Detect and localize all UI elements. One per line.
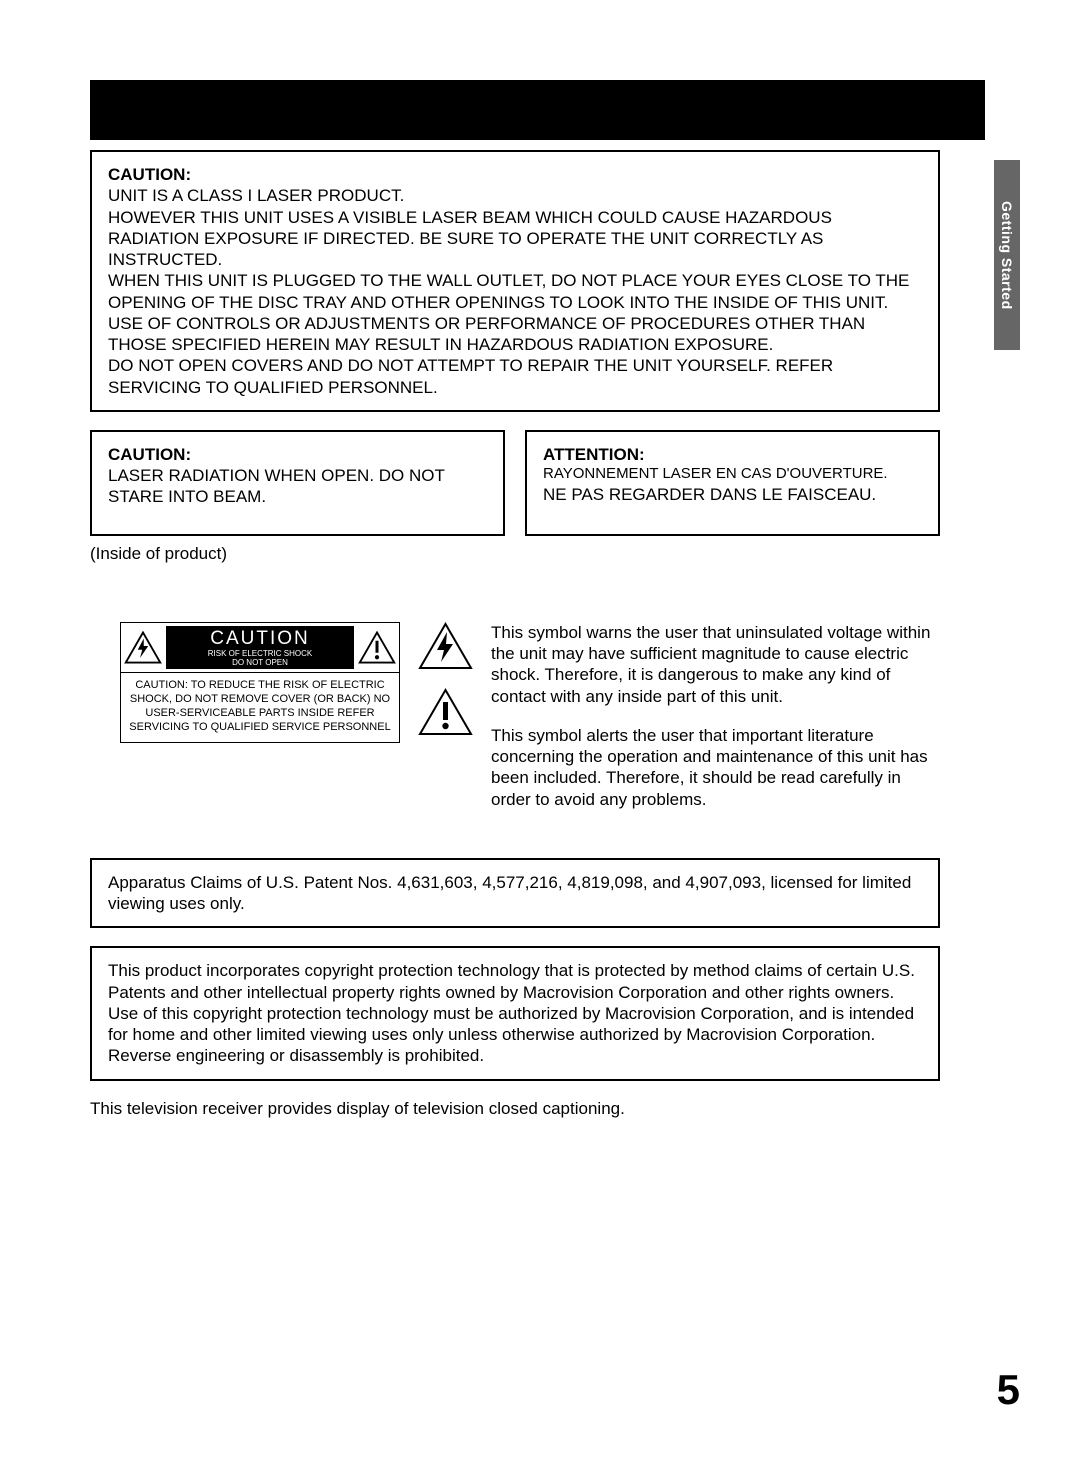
- caution-label-text: CAUTION: TO REDUCE THE RISK OF ELECTRIC …: [120, 673, 400, 743]
- caution-body-2: LASER RADIATION WHEN OPEN. DO NOT STARE …: [108, 465, 487, 508]
- warning-icons-column: [418, 622, 473, 828]
- patent-text: Apparatus Claims of U.S. Patent Nos. 4,6…: [108, 872, 922, 915]
- page-number: 5: [997, 1366, 1020, 1414]
- caution-label-title: CAUTION: [170, 628, 350, 650]
- bolt-triangle-icon-large: [418, 622, 473, 670]
- symbol-desc-1: This symbol warns the user that uninsula…: [491, 622, 940, 707]
- attention-line1: RAYONNEMENT LASER EN CAS D'OUVERTURE.: [543, 465, 922, 484]
- caution-line: DO NOT OPEN COVERS AND DO NOT ATTEMPT TO…: [108, 355, 922, 398]
- caution-label-box: CAUTION RISK OF ELECTRIC SHOCK DO NOT OP…: [120, 622, 400, 828]
- caution-line: WHEN THIS UNIT IS PLUGGED TO THE WALL OU…: [108, 270, 922, 313]
- exclaim-triangle-icon-large: [418, 688, 473, 736]
- attention-box: ATTENTION: RAYONNEMENT LASER EN CAS D'OU…: [525, 430, 940, 536]
- symbol-descriptions: This symbol warns the user that uninsula…: [491, 622, 940, 828]
- section-tab-label: Getting Started: [999, 201, 1015, 310]
- closing-line: This television receiver provides displa…: [90, 1099, 940, 1119]
- symbol-section: CAUTION RISK OF ELECTRIC SHOCK DO NOT OP…: [120, 622, 940, 828]
- section-tab: Getting Started: [994, 160, 1020, 350]
- caution-label-sub2: DO NOT OPEN: [170, 659, 350, 668]
- caution-line: USE OF CONTROLS OR ADJUSTMENTS OR PERFOR…: [108, 313, 922, 356]
- bolt-triangle-icon: [124, 631, 162, 664]
- caution-box-laser: CAUTION: LASER RADIATION WHEN OPEN. DO N…: [90, 430, 505, 536]
- caution-heading: CAUTION:: [108, 165, 191, 184]
- caution-heading-2: CAUTION:: [108, 445, 191, 464]
- page-content: CAUTION: UNIT IS A CLASS I LASER PRODUCT…: [90, 150, 940, 1119]
- attention-line2: NE PAS REGARDER DANS LE FAISCEAU.: [543, 484, 922, 505]
- macrovision-text: This product incorporates copyright prot…: [108, 960, 922, 1066]
- symbol-desc-2: This symbol alerts the user that importa…: [491, 725, 940, 810]
- attention-heading: ATTENTION:: [543, 445, 645, 464]
- caution-line: HOWEVER THIS UNIT USES A VISIBLE LASER B…: [108, 207, 922, 271]
- header-bar: [90, 80, 985, 140]
- caution-box-main: CAUTION: UNIT IS A CLASS I LASER PRODUCT…: [90, 150, 940, 412]
- macrovision-box: This product incorporates copyright prot…: [90, 946, 940, 1080]
- inside-product-note: (Inside of product): [90, 544, 505, 564]
- caution-line: UNIT IS A CLASS I LASER PRODUCT.: [108, 185, 922, 206]
- exclaim-triangle-icon: [358, 631, 396, 664]
- patent-box: Apparatus Claims of U.S. Patent Nos. 4,6…: [90, 858, 940, 929]
